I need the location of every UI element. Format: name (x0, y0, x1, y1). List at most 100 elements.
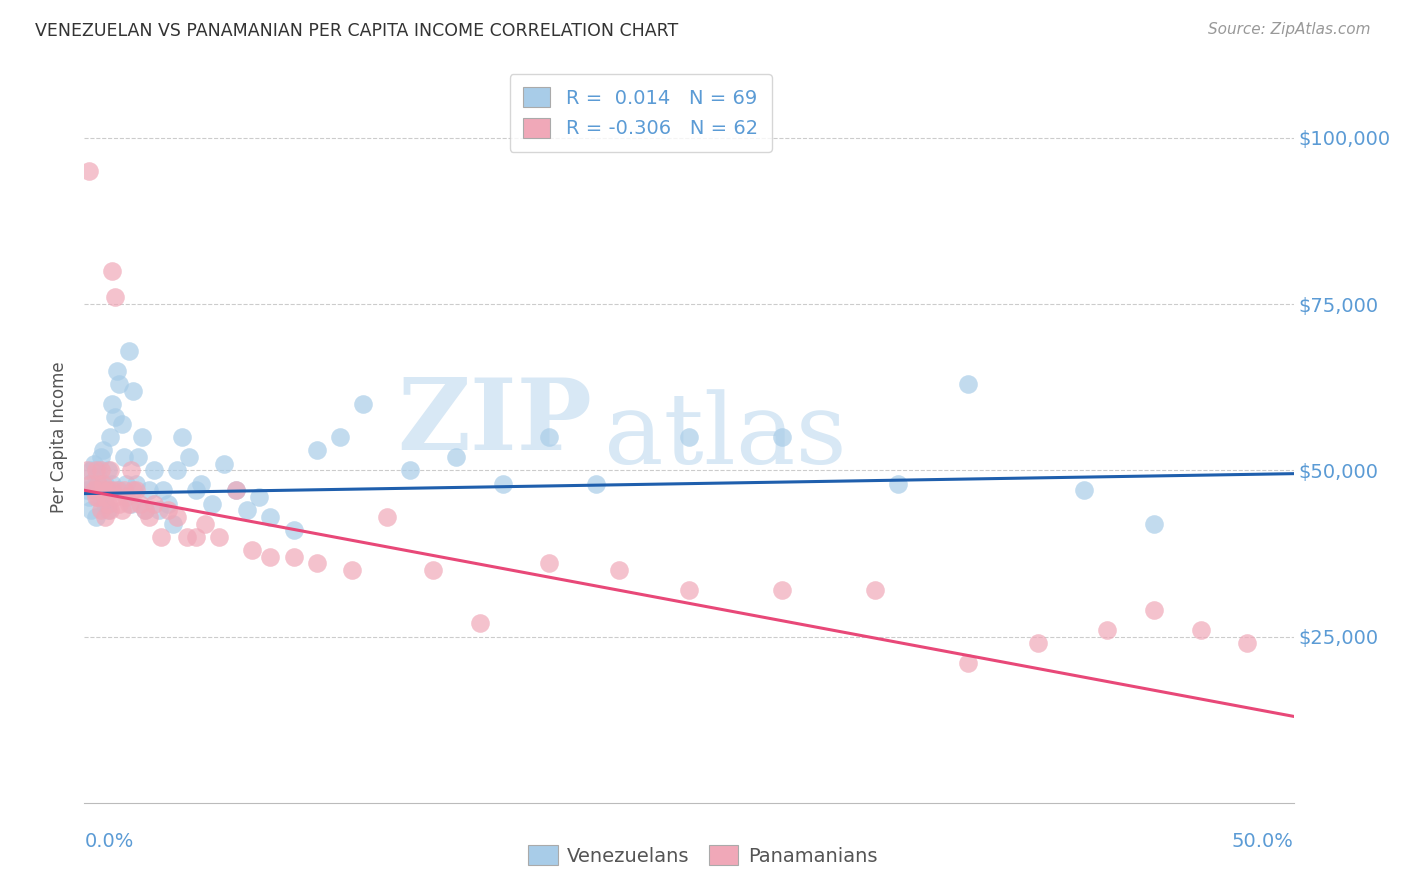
Point (84, 490, 107, 504)
Point (176, 530, 198, 544)
Point (83, 457, 105, 471)
Point (90, 503, 112, 517)
Point (104, 290, 127, 304)
Point (127, 450, 149, 464)
Point (184, 483, 207, 498)
Point (101, 264, 124, 278)
Point (468, 616, 491, 631)
Point (105, 363, 128, 377)
Point (124, 476, 146, 491)
Point (166, 509, 188, 524)
Point (1097, 623, 1119, 637)
Point (259, 549, 281, 564)
Point (77, 164, 100, 178)
Point (678, 582, 700, 597)
Point (90, 463, 112, 477)
Point (863, 582, 886, 597)
Point (538, 557, 561, 571)
Point (115, 490, 138, 504)
Text: atlas: atlas (605, 389, 846, 485)
Y-axis label: Per Capita Income: Per Capita Income (51, 361, 69, 513)
Point (283, 523, 305, 537)
Point (77, 490, 100, 504)
Point (177, 450, 200, 464)
Point (117, 343, 139, 358)
Point (80, 463, 103, 477)
Point (236, 503, 259, 517)
Point (98, 483, 121, 498)
Text: 0.0%: 0.0% (84, 832, 134, 851)
Point (143, 463, 166, 477)
Point (157, 503, 180, 517)
Point (247, 490, 270, 504)
Point (352, 397, 374, 411)
Point (1143, 516, 1166, 531)
Point (77, 476, 100, 491)
Point (538, 430, 561, 444)
Point (190, 476, 212, 491)
Point (956, 376, 979, 391)
Point (166, 463, 188, 477)
Legend: R =  0.014   N = 69, R = -0.306   N = 62: R = 0.014 N = 69, R = -0.306 N = 62 (509, 74, 772, 152)
Point (678, 430, 700, 444)
Point (87, 476, 110, 491)
Point (117, 497, 139, 511)
Point (104, 410, 127, 425)
Point (84, 509, 107, 524)
Point (87, 463, 110, 477)
Point (104, 490, 127, 504)
Point (108, 497, 131, 511)
Point (283, 549, 305, 564)
Point (152, 483, 174, 498)
Point (212, 457, 235, 471)
Point (84, 470, 107, 484)
Point (143, 497, 166, 511)
Point (225, 483, 247, 498)
Point (91, 483, 114, 498)
Point (87, 490, 110, 504)
Point (97, 497, 120, 511)
Point (148, 503, 170, 517)
Text: ZIP: ZIP (398, 374, 592, 471)
Point (446, 450, 468, 464)
Point (131, 430, 153, 444)
Point (98, 430, 121, 444)
Point (1026, 636, 1049, 650)
Point (259, 509, 281, 524)
Legend: Venezuelans, Panamanians: Venezuelans, Panamanians (520, 838, 886, 873)
Text: VENEZUELAN VS PANAMANIAN PER CAPITA INCOME CORRELATION CHART: VENEZUELAN VS PANAMANIAN PER CAPITA INCO… (35, 22, 679, 40)
Point (1143, 603, 1166, 617)
Point (150, 530, 173, 544)
Point (124, 483, 146, 498)
Point (91, 443, 114, 458)
Point (492, 476, 515, 491)
Point (110, 503, 132, 517)
Point (101, 476, 124, 491)
Point (162, 516, 184, 531)
Point (94, 497, 117, 511)
Point (956, 656, 979, 670)
Point (225, 483, 247, 498)
Point (585, 476, 607, 491)
Point (120, 497, 142, 511)
Text: 50.0%: 50.0% (1232, 832, 1294, 851)
Point (887, 476, 910, 491)
Point (97, 503, 120, 517)
Point (90, 450, 112, 464)
Point (770, 582, 793, 597)
Point (122, 483, 145, 498)
Point (98, 463, 121, 477)
Point (134, 503, 156, 517)
Point (399, 463, 422, 477)
Point (1073, 483, 1095, 498)
Point (76, 463, 98, 477)
Point (84, 463, 107, 477)
Point (105, 483, 128, 498)
Point (115, 476, 138, 491)
Point (157, 497, 180, 511)
Point (129, 497, 152, 511)
Point (340, 563, 363, 577)
Point (170, 430, 193, 444)
Point (101, 397, 124, 411)
Point (201, 497, 224, 511)
